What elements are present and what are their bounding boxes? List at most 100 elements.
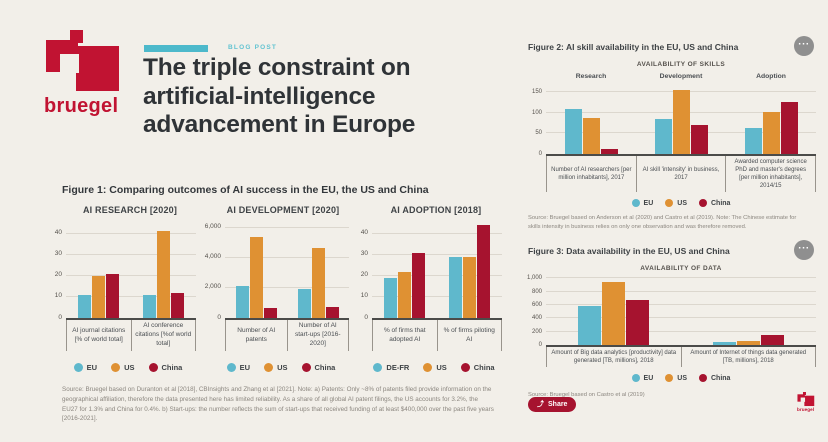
category-label: AI conference citations [%of world total… (130, 320, 196, 351)
legend-dot (699, 199, 707, 208)
bar (157, 231, 170, 318)
share-button[interactable]: ⤴ Share (528, 397, 577, 413)
skills-chart: 0 50 100 150 Number of AI researchers [per m… (528, 84, 816, 193)
share-label: Share (548, 401, 568, 408)
figure-1: Figure 1: Comparing outcomes of AI succe… (46, 184, 502, 424)
category-label: Awarded computer science PhD and master'… (725, 156, 815, 193)
bar (463, 256, 476, 318)
legend-item: EU (631, 199, 654, 208)
legend-item: EU (631, 374, 654, 383)
category-labels: Number of AI researchers [per million in… (546, 156, 816, 193)
figure-3-chart-heading: AVAILABILITY OF DATA (640, 265, 722, 272)
logo-square-notch (60, 54, 79, 73)
plot-area (372, 223, 502, 320)
bar (780, 102, 798, 154)
title-line: advancement in Europe (143, 111, 416, 139)
y-tick-label: 10 (54, 292, 62, 300)
plot-area (66, 223, 196, 320)
category-label: % of firms piloting AI (436, 320, 502, 351)
logo-wordmark: bruegel (44, 95, 119, 117)
bar (249, 237, 263, 318)
y-tick-label: 100 (531, 109, 542, 116)
figure-2-header: Figure 2: AI skill availability in the E… (528, 36, 816, 56)
bar (477, 225, 490, 318)
bar-group (546, 275, 681, 345)
y-tick-label: 400 (531, 315, 542, 322)
legend-label: US (436, 363, 447, 372)
legend-item: US (665, 374, 687, 383)
legend-item: China (301, 363, 335, 372)
legend-dot (665, 374, 674, 383)
gridline (372, 274, 502, 276)
plot-column: Number of AI researchers [per million in… (546, 84, 816, 193)
y-tick-label: 0 (217, 313, 221, 321)
panel-ai-research: AI RESEARCH [2020] 0 10 20 30 40 AI journal c… (46, 205, 196, 372)
gridline (372, 253, 502, 255)
logo-square-small (70, 30, 83, 43)
y-tick-label: 150 (531, 89, 542, 96)
legend-item: EU (226, 363, 250, 372)
y-tick-label: 40 (54, 229, 62, 237)
y-tick-label: 30 (360, 250, 368, 258)
legend-dot (148, 363, 158, 372)
gridline (225, 226, 349, 228)
bar (143, 294, 156, 318)
panel-ai-adoption: AI ADOPTION [2018] 0 10 20 30 40 % of firms t… (352, 205, 502, 372)
legend-dot (699, 374, 707, 383)
chart-body: 0 10 20 30 40% of firms that adopted AI% of … (352, 223, 502, 351)
group-title: Research (575, 73, 607, 80)
figure-3-title: Figure 3: Data availability in the EU, U… (528, 246, 730, 256)
figure-3: Figure 3: Data availability in the EU, U… (527, 240, 816, 400)
bar-group (372, 223, 437, 318)
bruegel-logo[interactable]: bruegel (44, 30, 122, 118)
chart-body: 0 200 400 600 800 1,000 Amount of Big data ana… (527, 275, 816, 368)
figure-3-menu-button[interactable]: ··· (794, 240, 814, 260)
logo-square-large (76, 46, 119, 91)
bar (600, 149, 618, 154)
legend-label: EU (643, 374, 654, 382)
group-title: Adoption (756, 73, 786, 80)
gridline (225, 256, 349, 258)
legend-label: EU (643, 199, 654, 207)
bruegel-logo-small: bruegel (797, 392, 815, 412)
panel-title: AI DEVELOPMENT [2020] (226, 205, 340, 215)
bar (106, 273, 119, 318)
plot-area (546, 84, 816, 156)
figure-2-menu-button[interactable]: ··· (794, 36, 814, 56)
legend-dot (423, 363, 433, 372)
ai-adoption-chart: 0 10 20 30 40% of firms that adopted AI% of … (352, 223, 502, 351)
bar (235, 285, 249, 318)
legend-item: US (264, 363, 288, 372)
y-axis: 0 2,000 4,000 6,000 (199, 223, 225, 321)
y-axis: 0 10 20 30 40 (46, 223, 66, 320)
figure-2-group-titles: Research Development Adoption (546, 73, 816, 80)
bar (744, 127, 762, 154)
y-tick-label: 6,000 (204, 223, 221, 231)
legend-label: China (473, 363, 495, 372)
bar (602, 281, 625, 345)
legend-dot (373, 363, 383, 372)
bar (737, 341, 760, 345)
bar (297, 288, 311, 318)
legend-label: China (711, 199, 731, 207)
chart-body: 0 10 20 30 40 AI journal citations [% of worl… (46, 223, 196, 351)
y-tick-label: 20 (54, 271, 62, 279)
logo-square-small (802, 392, 806, 395)
title-line: artificial-intelligence (143, 82, 376, 110)
y-tick-label: 0 (58, 313, 62, 321)
ellipsis-icon: ··· (798, 38, 810, 50)
legend-label: US (677, 374, 687, 382)
category-labels: Amount of Big data analytics [productivi… (546, 347, 816, 368)
bar-group (636, 84, 726, 154)
legend-dot (631, 199, 640, 208)
bar (398, 271, 411, 318)
bar (325, 306, 339, 318)
page-title: The triple constraint on artificial-intel… (143, 54, 493, 140)
plot-column: AI journal citations [% of world total] A… (66, 223, 196, 351)
plot-area (546, 275, 816, 347)
bar (690, 125, 708, 154)
ellipsis-icon: ··· (798, 242, 810, 254)
gridline (546, 330, 816, 332)
legend-label: China (161, 363, 183, 372)
logo-square-notch (800, 397, 806, 402)
